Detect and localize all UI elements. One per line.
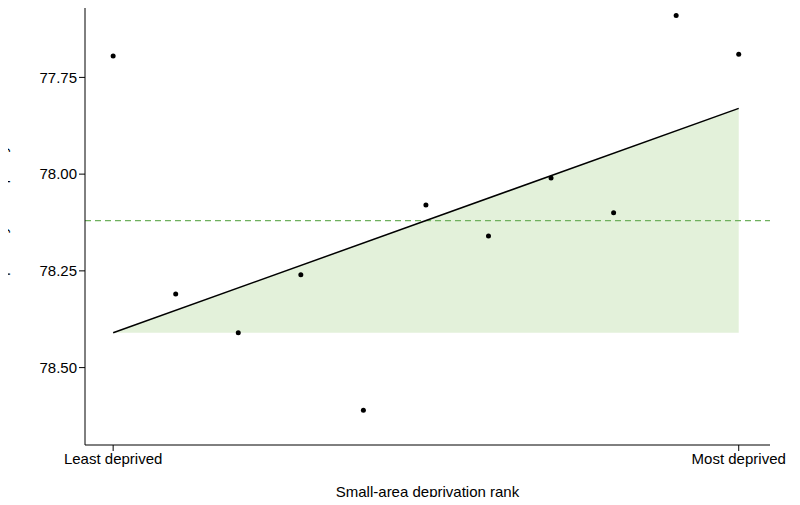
svg-text:78.50: 78.50	[39, 359, 77, 376]
svg-text:Small-area deprivation rank: Small-area deprivation rank	[336, 483, 520, 497]
svg-text:Most deprived: Most deprived	[692, 450, 786, 467]
svg-text:78.25: 78.25	[39, 262, 77, 279]
svg-text:CHD primary care quality: CHD primary care quality	[8, 144, 10, 312]
svg-text:78.00: 78.00	[39, 165, 77, 182]
svg-text:Least deprived: Least deprived	[64, 450, 162, 467]
svg-text:77.75: 77.75	[39, 69, 77, 86]
